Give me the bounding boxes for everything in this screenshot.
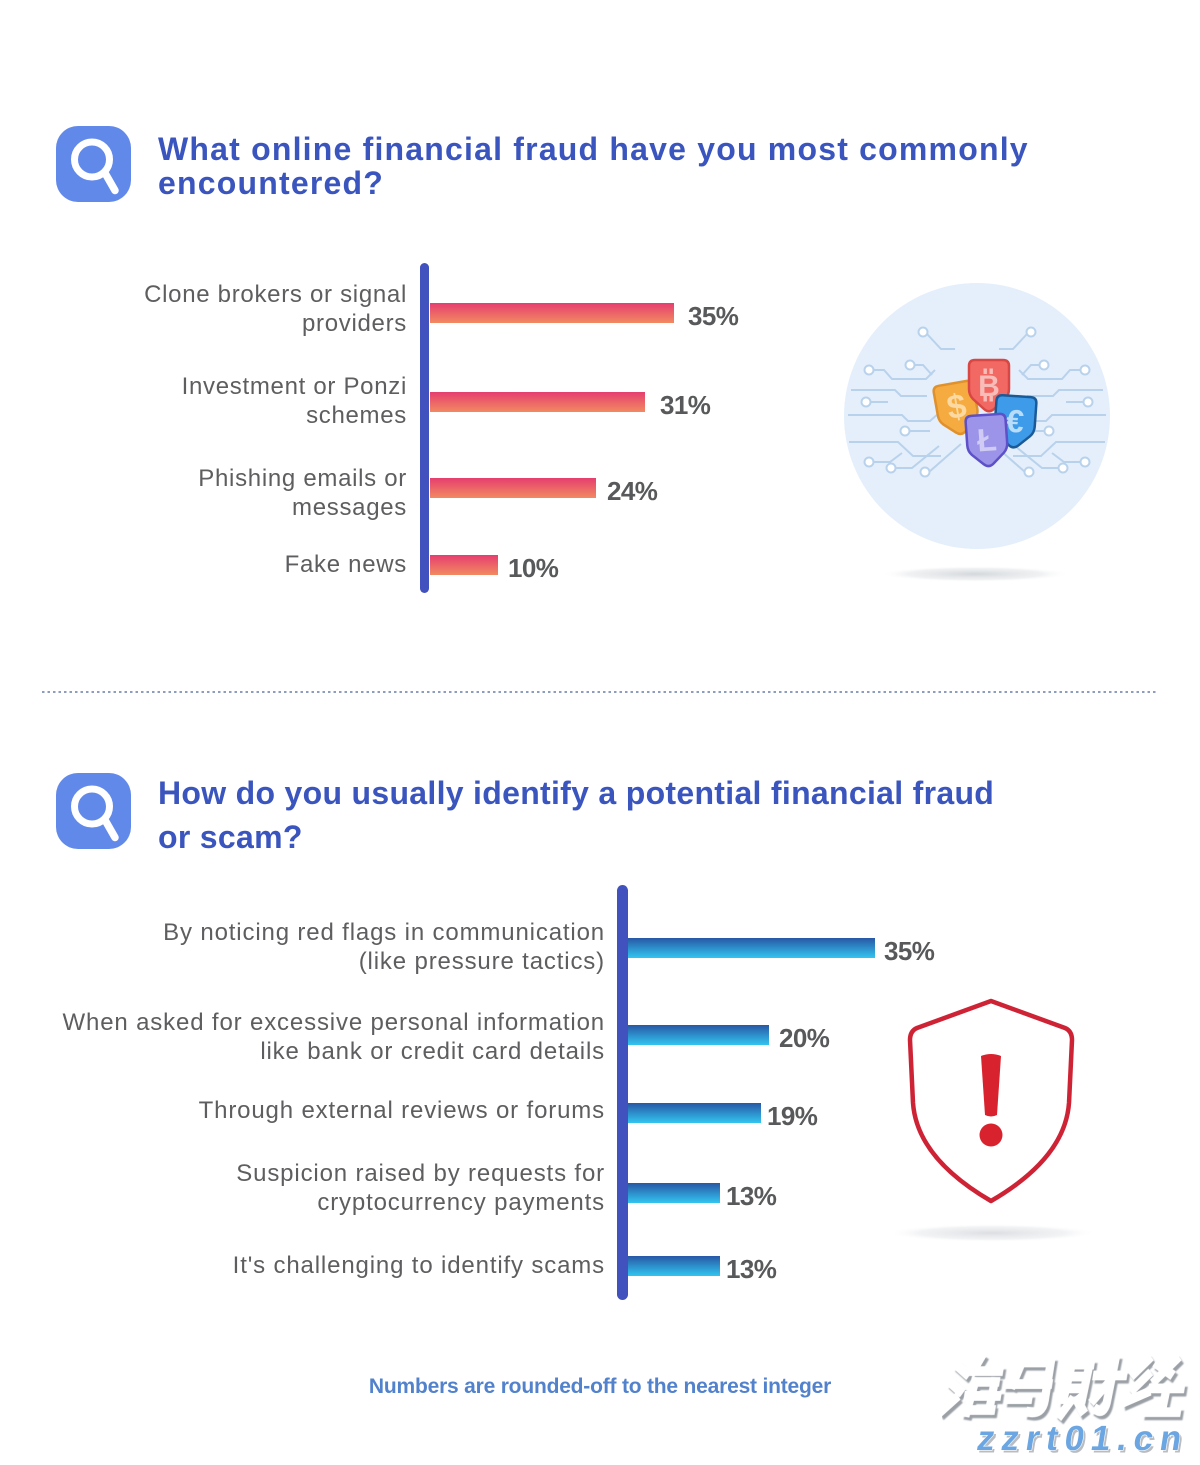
svg-text:Ł: Ł (976, 421, 998, 458)
svg-text:€: € (1005, 403, 1025, 440)
svg-text:zzrt01.cn: zzrt01.cn (974, 1419, 1191, 1458)
svg-text:B: B (978, 370, 1000, 403)
